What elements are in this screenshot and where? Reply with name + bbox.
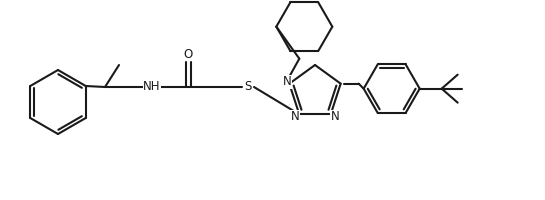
Text: N: N [290, 110, 300, 123]
Text: S: S [244, 80, 252, 94]
Text: O: O [183, 47, 192, 60]
Text: N: N [330, 110, 339, 123]
Text: NH: NH [143, 80, 161, 94]
Text: N: N [283, 75, 292, 88]
